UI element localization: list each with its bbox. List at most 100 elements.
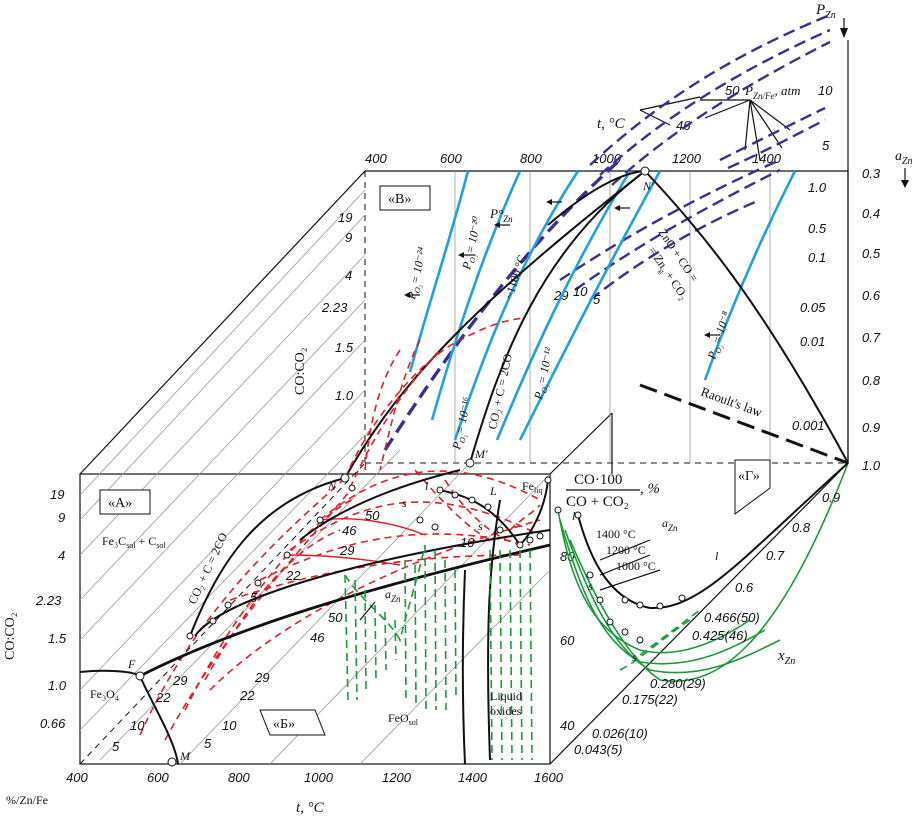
- azn-tick: 0.5: [862, 246, 881, 261]
- curve-point: [436, 486, 444, 494]
- curve-point: [496, 526, 504, 534]
- point-n-prime-label: N': [642, 179, 654, 193]
- inner-tick: 1.0: [808, 180, 827, 195]
- right-point: [574, 511, 582, 519]
- front-y-tick: 19: [50, 487, 64, 502]
- point-l-label: L: [489, 484, 497, 498]
- front-azn-label: aZn: [385, 587, 401, 604]
- t-num: 46: [676, 118, 691, 133]
- point-n: [340, 473, 350, 483]
- front-y-tick: 4: [58, 548, 65, 563]
- inner-tick: 0.1: [808, 250, 826, 265]
- front-ylabel: CO:CO₂: [3, 612, 18, 660]
- zn-fe-percent-labels: 29 22 10 5 46 50 22 29 10 5 50 46 29 22 …: [112, 508, 475, 754]
- front-y-tick: 1.0: [48, 678, 67, 693]
- diag-label: 29: [254, 670, 269, 685]
- region-v: «В»: [388, 192, 411, 207]
- top-t-tick: 1200: [672, 151, 702, 166]
- right-point: [678, 594, 686, 602]
- diag-label: 22: [239, 688, 255, 703]
- curve-point: [431, 523, 439, 531]
- diag-label: 29: [172, 673, 187, 688]
- front-x-ticks: 400 600 800 1000 1200 1400 1600: [66, 770, 564, 785]
- xzn-tick: 0.9: [822, 490, 840, 505]
- point-f: [135, 671, 145, 681]
- diag-label: 50: [328, 610, 343, 625]
- curve-point: [224, 601, 232, 609]
- front-y-tick: 0.66: [40, 716, 66, 731]
- right-title-num: CO·100: [574, 472, 622, 488]
- front-x-tick: 1400: [458, 770, 488, 785]
- top-y-ticks: 19 9 4 2.23 1.5 1.0: [321, 210, 354, 403]
- right-title-unit: , %: [640, 481, 660, 497]
- diag-label: 10: [460, 535, 475, 550]
- xzn-tick: 0.466(50): [704, 610, 760, 625]
- right-point-s2: s: [632, 650, 637, 664]
- curve-point: [254, 579, 262, 587]
- inner-tick: 0.01: [800, 334, 825, 349]
- right-y-tick: 40: [560, 718, 575, 733]
- curve-point: [316, 516, 324, 524]
- front-y-ticks: 19 9 4 2.23 1.5 1.0 0.66: [35, 487, 67, 731]
- top-t-tick: 1400: [752, 151, 782, 166]
- front-x-tick: 1000: [304, 770, 334, 785]
- diag-label: 46: [310, 630, 325, 645]
- right-point: [554, 506, 562, 514]
- phase-fe3o4: Fe₃O₄: [90, 687, 119, 701]
- pzn-axis-label: PZn: [815, 2, 836, 21]
- xzn-tick: 0.043(5): [574, 742, 622, 757]
- diag-label: 50: [365, 508, 380, 523]
- right-temp: 1200 °C: [606, 543, 646, 557]
- azn-ticks: 0.3 0.4 0.5 0.6 0.7 0.8 0.9 1.0: [862, 166, 881, 473]
- point-m-label: M: [179, 749, 191, 763]
- point-n-label: N: [327, 479, 337, 493]
- diag-label: 10: [222, 718, 237, 733]
- azn-arrow-head: [901, 180, 909, 188]
- top-y-tick: 9: [345, 230, 352, 245]
- right-point: [606, 618, 614, 626]
- phase-fe-liq: Feliq: [522, 479, 542, 495]
- po2-labels: PO₂= 10⁻²⁴ PO₂= 10⁻²⁰ PO₂= 10⁻¹⁶ PO₂= 10…: [404, 215, 733, 452]
- front-x-tick: 400: [66, 770, 88, 785]
- green-curves: [344, 544, 533, 761]
- xzn-tick: 0.6: [735, 580, 754, 595]
- point-f-label: F: [127, 657, 136, 671]
- curve-point: [283, 551, 291, 559]
- curve-point: [544, 476, 552, 484]
- front-x-tick: 800: [228, 770, 250, 785]
- diag-label: 5: [250, 590, 258, 605]
- right-point-l2: l: [715, 549, 719, 563]
- diag-label: 22: [155, 690, 171, 705]
- pznfe-label: PZn/Fe, atm: [744, 83, 800, 101]
- xzn-tick: 0.8: [792, 520, 811, 535]
- region-g: «Г»: [738, 469, 760, 484]
- curve-point: [348, 484, 356, 492]
- region-g-box: [734, 459, 771, 515]
- curve-point: [186, 632, 194, 640]
- navy-small-label: 10: [573, 284, 588, 299]
- xzn-tick: 0.280(29): [650, 676, 706, 691]
- front-y-tick: 2.23: [35, 593, 62, 608]
- front-x-tick: 600: [147, 770, 169, 785]
- top-t-tick: 800: [520, 151, 542, 166]
- azn-tick: 1.0: [862, 458, 881, 473]
- pzn-tick: 10: [818, 83, 833, 98]
- azn-tick: 0.7: [862, 330, 881, 345]
- point-m-prime-label: M': [474, 447, 488, 461]
- curve-point: [526, 536, 534, 544]
- point-m-prime: [465, 458, 475, 468]
- diag-label: 10: [130, 718, 145, 733]
- inner-tick: 0.5: [808, 221, 827, 236]
- inner-tick: 0.001: [792, 418, 825, 433]
- azn-tick: 0.8: [862, 373, 881, 388]
- right-title-den: CO + CO₂: [566, 494, 629, 510]
- inner-tick: 0.05: [800, 300, 826, 315]
- front-x-tick: 1200: [382, 770, 412, 785]
- curve-point: [536, 532, 544, 540]
- right-point: [636, 636, 644, 644]
- curve-point: [468, 496, 476, 504]
- top-temp-1100: ~1100 °C: [502, 253, 529, 301]
- right-face-bottom-edge: [549, 462, 849, 765]
- top-y-tick: 1.5: [335, 340, 354, 355]
